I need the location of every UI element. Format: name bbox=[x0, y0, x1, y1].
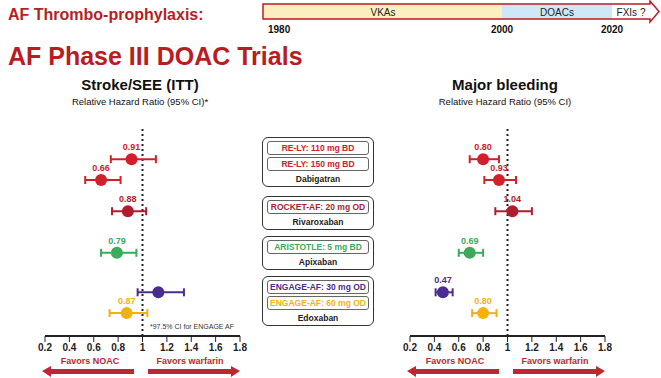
svg-text:1.8: 1.8 bbox=[233, 342, 247, 353]
html-text:ARISTOTLE: 5 mg BD: ARISTOTLE: 5 mg BD bbox=[274, 242, 362, 252]
svg-text:0.6: 0.6 bbox=[87, 342, 101, 353]
html-text:RE-LY: 110 mg BD: RE-LY: 110 mg BD bbox=[281, 143, 355, 153]
svg-text:1.2: 1.2 bbox=[525, 342, 539, 353]
svg-text:1: 1 bbox=[505, 342, 511, 353]
html-text:AF Phase III DOAC Trials: AF Phase III DOAC Trials bbox=[8, 42, 303, 70]
svg-text:1.04: 1.04 bbox=[504, 194, 522, 204]
svg-text:1.6: 1.6 bbox=[209, 342, 223, 353]
svg-text:1: 1 bbox=[140, 342, 146, 353]
svg-text:0.93: 0.93 bbox=[490, 163, 508, 173]
svg-text:1.6: 1.6 bbox=[574, 342, 588, 353]
html-text:ENGAGE-AF: 60 mg OD: ENGAGE-AF: 60 mg OD bbox=[270, 298, 366, 308]
html-text:ROCKET-AF: 20 mg OD: ROCKET-AF: 20 mg OD bbox=[270, 202, 366, 212]
svg-text:0.2: 0.2 bbox=[38, 342, 52, 353]
html-text:*97.5% CI for ENGAGE AF: *97.5% CI for ENGAGE AF bbox=[150, 323, 234, 330]
html-text:Dabigatran: Dabigatran bbox=[295, 174, 341, 184]
html-text:Relative Hazard Ratio (95% CI): Relative Hazard Ratio (95% CI) bbox=[438, 96, 572, 107]
svg-text:0.2: 0.2 bbox=[403, 342, 417, 353]
svg-text:1.4: 1.4 bbox=[184, 342, 198, 353]
html-text:Edoxaban: Edoxaban bbox=[297, 313, 339, 323]
html-text:RE-LY: 150 mg BD: RE-LY: 150 mg BD bbox=[281, 159, 355, 169]
html-text:Stroke/SEE (ITT): Stroke/SEE (ITT) bbox=[81, 76, 199, 93]
html-text:Major bleeding: Major bleeding bbox=[452, 76, 558, 93]
svg-text:DOACs: DOACs bbox=[540, 7, 574, 18]
svg-text:0.91: 0.91 bbox=[123, 142, 141, 152]
svg-text:2000: 2000 bbox=[491, 24, 514, 35]
svg-text:1980: 1980 bbox=[268, 24, 291, 35]
svg-text:Favors NOAC: Favors NOAC bbox=[426, 356, 485, 366]
html-text:ENGAGE-AF: 30 mg OD: ENGAGE-AF: 30 mg OD bbox=[270, 282, 366, 292]
svg-text:Favors warfarin: Favors warfarin bbox=[156, 356, 223, 366]
svg-text:Favors NOAC: Favors NOAC bbox=[61, 356, 120, 366]
svg-text:AF Thrombo-prophylaxis:: AF Thrombo-prophylaxis: bbox=[8, 6, 204, 23]
svg-text:1.2: 1.2 bbox=[160, 342, 174, 353]
svg-text:1.4: 1.4 bbox=[549, 342, 563, 353]
svg-text:0.80: 0.80 bbox=[474, 296, 492, 306]
svg-text:Favors warfarin: Favors warfarin bbox=[521, 356, 588, 366]
svg-text:0.80: 0.80 bbox=[474, 142, 492, 152]
svg-text:0.47: 0.47 bbox=[434, 275, 452, 285]
html-text:Relative Hazard Ratio (95% CI): Relative Hazard Ratio (95% CI)* bbox=[71, 96, 209, 107]
svg-text:0.4: 0.4 bbox=[427, 342, 441, 353]
svg-text:0.6: 0.6 bbox=[452, 342, 466, 353]
html-text:Rivaroxaban: Rivaroxaban bbox=[292, 217, 344, 227]
svg-text:2020: 2020 bbox=[601, 24, 624, 35]
svg-text:0.66: 0.66 bbox=[92, 163, 110, 173]
svg-text:0.79: 0.79 bbox=[108, 236, 126, 246]
svg-text:0.8: 0.8 bbox=[111, 342, 125, 353]
svg-text:0.87: 0.87 bbox=[118, 296, 136, 306]
html-text:Apixaban: Apixaban bbox=[298, 257, 338, 267]
svg-text:0.4: 0.4 bbox=[62, 342, 76, 353]
svg-text:0.88: 0.88 bbox=[119, 194, 137, 204]
svg-text:1.8: 1.8 bbox=[598, 342, 612, 353]
svg-text:VKAs: VKAs bbox=[370, 7, 395, 18]
svg-text:0.8: 0.8 bbox=[476, 342, 490, 353]
svg-text:FXIs ?: FXIs ? bbox=[617, 7, 646, 18]
svg-text:0.69: 0.69 bbox=[461, 236, 479, 246]
